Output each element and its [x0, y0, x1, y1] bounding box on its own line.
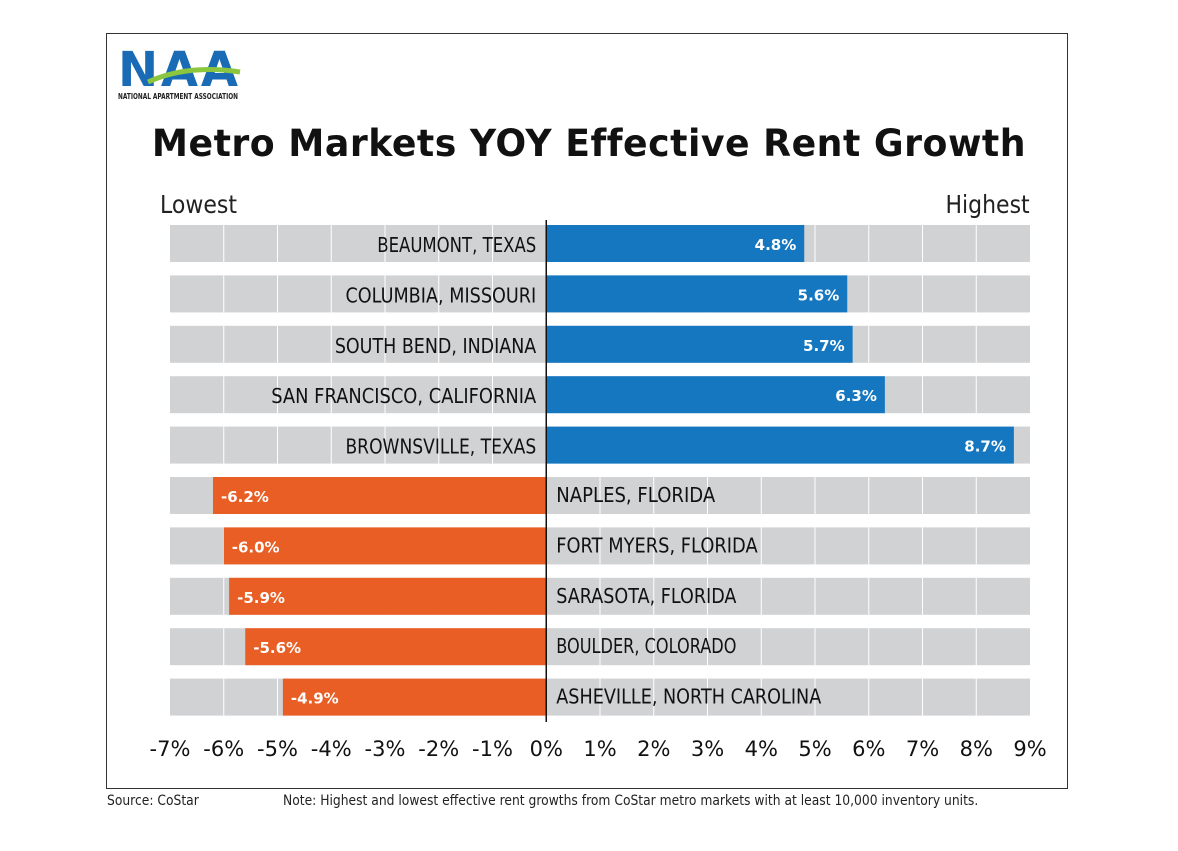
data-label: 6.3%	[835, 387, 877, 405]
data-label: 5.6%	[798, 286, 840, 304]
x-tick-label: -6%	[203, 737, 244, 761]
x-tick-label: 6%	[852, 737, 885, 761]
x-tick-label: 1%	[583, 737, 616, 761]
category-label: SOUTH BEND, INDIANA	[335, 334, 537, 358]
x-tick-label: -1%	[472, 737, 513, 761]
x-tick-label: 0%	[530, 737, 563, 761]
category-label: SAN FRANCISCO, CALIFORNIA	[271, 384, 536, 408]
x-tick-label: 2%	[637, 737, 670, 761]
chart-title: Metro Markets YOY Effective Rent Growth	[151, 122, 1027, 165]
data-label: -5.6%	[253, 639, 301, 657]
category-label: BOULDER, COLORADO	[556, 634, 736, 658]
bar	[213, 477, 547, 514]
data-label: 4.8%	[755, 236, 797, 254]
naa-logo: NAA NATIONAL APARTMENT ASSOCIATION	[118, 44, 241, 101]
category-label: SARASOTA, FLORIDA	[556, 584, 736, 608]
x-tick-label: 4%	[745, 737, 778, 761]
category-label: BROWNSVILLE, TEXAS	[345, 435, 536, 459]
x-tick-label: -4%	[311, 737, 352, 761]
bar	[546, 325, 853, 363]
x-tick-label: -2%	[418, 737, 459, 761]
category-label: NAPLES, FLORIDA	[556, 483, 715, 507]
x-tick-label: -5%	[257, 737, 298, 761]
svg-text:NATIONAL APARTMENT ASSOCIATION: NATIONAL APARTMENT ASSOCIATION	[118, 92, 238, 101]
bar	[245, 628, 547, 666]
category-label: COLUMBIA, MISSOURI	[345, 283, 536, 307]
highest-label: Highest	[945, 190, 1030, 219]
x-tick-label: -3%	[365, 737, 406, 761]
bar	[546, 225, 805, 262]
chart-frame	[106, 33, 1068, 789]
category-label: ASHEVILLE, NORTH CAROLINA	[556, 685, 821, 709]
x-tick-label: -7%	[150, 737, 191, 761]
footnote: Note: Highest and lowest effective rent …	[283, 793, 979, 809]
bar	[546, 376, 885, 414]
x-tick-label: 9%	[1013, 737, 1046, 761]
bar	[546, 426, 1014, 464]
data-label: -5.9%	[237, 589, 285, 607]
category-label: FORT MYERS, FLORIDA	[556, 533, 758, 557]
x-tick-label: 8%	[960, 737, 993, 761]
bar	[229, 577, 547, 615]
bar	[223, 527, 547, 565]
x-tick-label: 7%	[906, 737, 939, 761]
data-label: -4.9%	[291, 690, 339, 708]
source-note: Source: CoStar	[107, 793, 199, 809]
x-tick-label: 3%	[691, 737, 724, 761]
category-label: BEAUMONT, TEXAS	[377, 233, 536, 257]
bar	[282, 678, 547, 716]
data-label: 5.7%	[803, 337, 845, 355]
data-label: 8.7%	[964, 438, 1006, 456]
data-label: -6.2%	[221, 488, 269, 506]
bar	[546, 275, 848, 313]
lowest-label: Lowest	[160, 190, 237, 219]
x-tick-label: 5%	[798, 737, 831, 761]
data-label: -6.0%	[232, 538, 280, 556]
